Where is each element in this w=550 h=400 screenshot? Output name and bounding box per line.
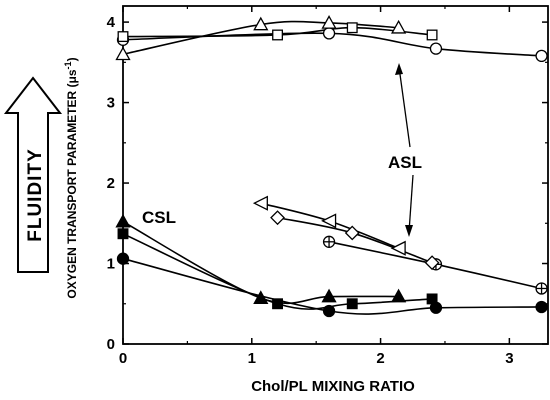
- asl-arrow-up: [398, 66, 411, 148]
- series-line-triangle-filled: [122, 220, 399, 305]
- x-tick-label: 0: [119, 350, 127, 367]
- y-tick-label: 3: [107, 95, 115, 112]
- data-point-triangle-open: [253, 16, 269, 31]
- data-point-diamond-open: [424, 255, 440, 271]
- y-tick-label: 2: [107, 175, 115, 192]
- x-tick-label: 1: [248, 350, 256, 367]
- y-axis-title-sup: -1: [63, 61, 73, 69]
- data-point-diamond-open: [270, 210, 285, 226]
- data-point-circle-filled: [116, 252, 130, 265]
- series-line-circle-filled: [122, 257, 542, 315]
- fluidity-label: FLUIDITY: [25, 148, 46, 242]
- csl-label: CSL: [142, 208, 176, 227]
- x-tick-label: 3: [505, 350, 513, 367]
- data-point-triangle-left: [252, 195, 268, 211]
- data-point-triangle-open: [321, 15, 337, 29]
- asl-arrowhead-down: [405, 225, 413, 237]
- x-tick-label: 2: [376, 350, 384, 367]
- y-axis-title: OXYGEN TRANSPORT PARAMETER (μs-1): [63, 57, 79, 298]
- data-point-triangle-left: [390, 240, 406, 256]
- y-tick-label: 4: [107, 14, 116, 31]
- data-point-triangle-filled: [321, 288, 337, 303]
- data-point-square-open: [272, 29, 283, 41]
- fluidity-arrow: FLUIDITY: [3, 76, 63, 273]
- data-point-circle-filled: [322, 304, 336, 318]
- series-line-triangle-open: [122, 20, 399, 56]
- plot-frame: [122, 5, 549, 345]
- y-axis-title-close: ): [65, 57, 79, 61]
- data-point-triangle-filled: [253, 290, 269, 304]
- data-point-square-filled: [426, 293, 438, 305]
- series-line-square-filled: [122, 233, 433, 310]
- data-point-triangle-open: [391, 19, 407, 34]
- data-point-triangle-filled: [115, 213, 131, 228]
- data-point-square-filled: [346, 298, 358, 310]
- data-point-square-open: [117, 31, 129, 43]
- data-point-circle-open: [322, 27, 336, 40]
- data-point-square-filled: [117, 228, 129, 240]
- asl-label: ASL: [388, 153, 422, 172]
- data-point-square-filled: [272, 298, 283, 310]
- data-point-circle-open: [535, 49, 548, 63]
- asl-arrowhead-up: [395, 63, 403, 75]
- fluidity-arrow-shape: [3, 76, 63, 273]
- asl-arrow-down: [408, 174, 414, 233]
- asl-annotation: ASL: [388, 63, 422, 237]
- data-point-circle-open: [429, 42, 443, 55]
- x-axis-title: Chol/PL MIXING RATIO: [251, 378, 415, 395]
- series-line-square-open: [122, 26, 433, 38]
- data-point-square-open: [426, 29, 438, 41]
- data-point-circle-filled: [535, 300, 548, 314]
- data-point-triangle-filled: [391, 288, 407, 303]
- data-point-square-open: [346, 22, 358, 34]
- series-curves: [122, 20, 542, 315]
- y-axis-title-main: OXYGEN TRANSPORT PARAMETER (μs: [65, 69, 79, 298]
- data-point-triangle-left: [321, 213, 337, 229]
- y-tick-label: 0: [107, 336, 115, 353]
- data-point-triangle-open: [115, 46, 131, 61]
- series-markers: [115, 15, 548, 318]
- y-tick-label: 1: [107, 256, 115, 273]
- data-point-diamond-open: [344, 225, 360, 241]
